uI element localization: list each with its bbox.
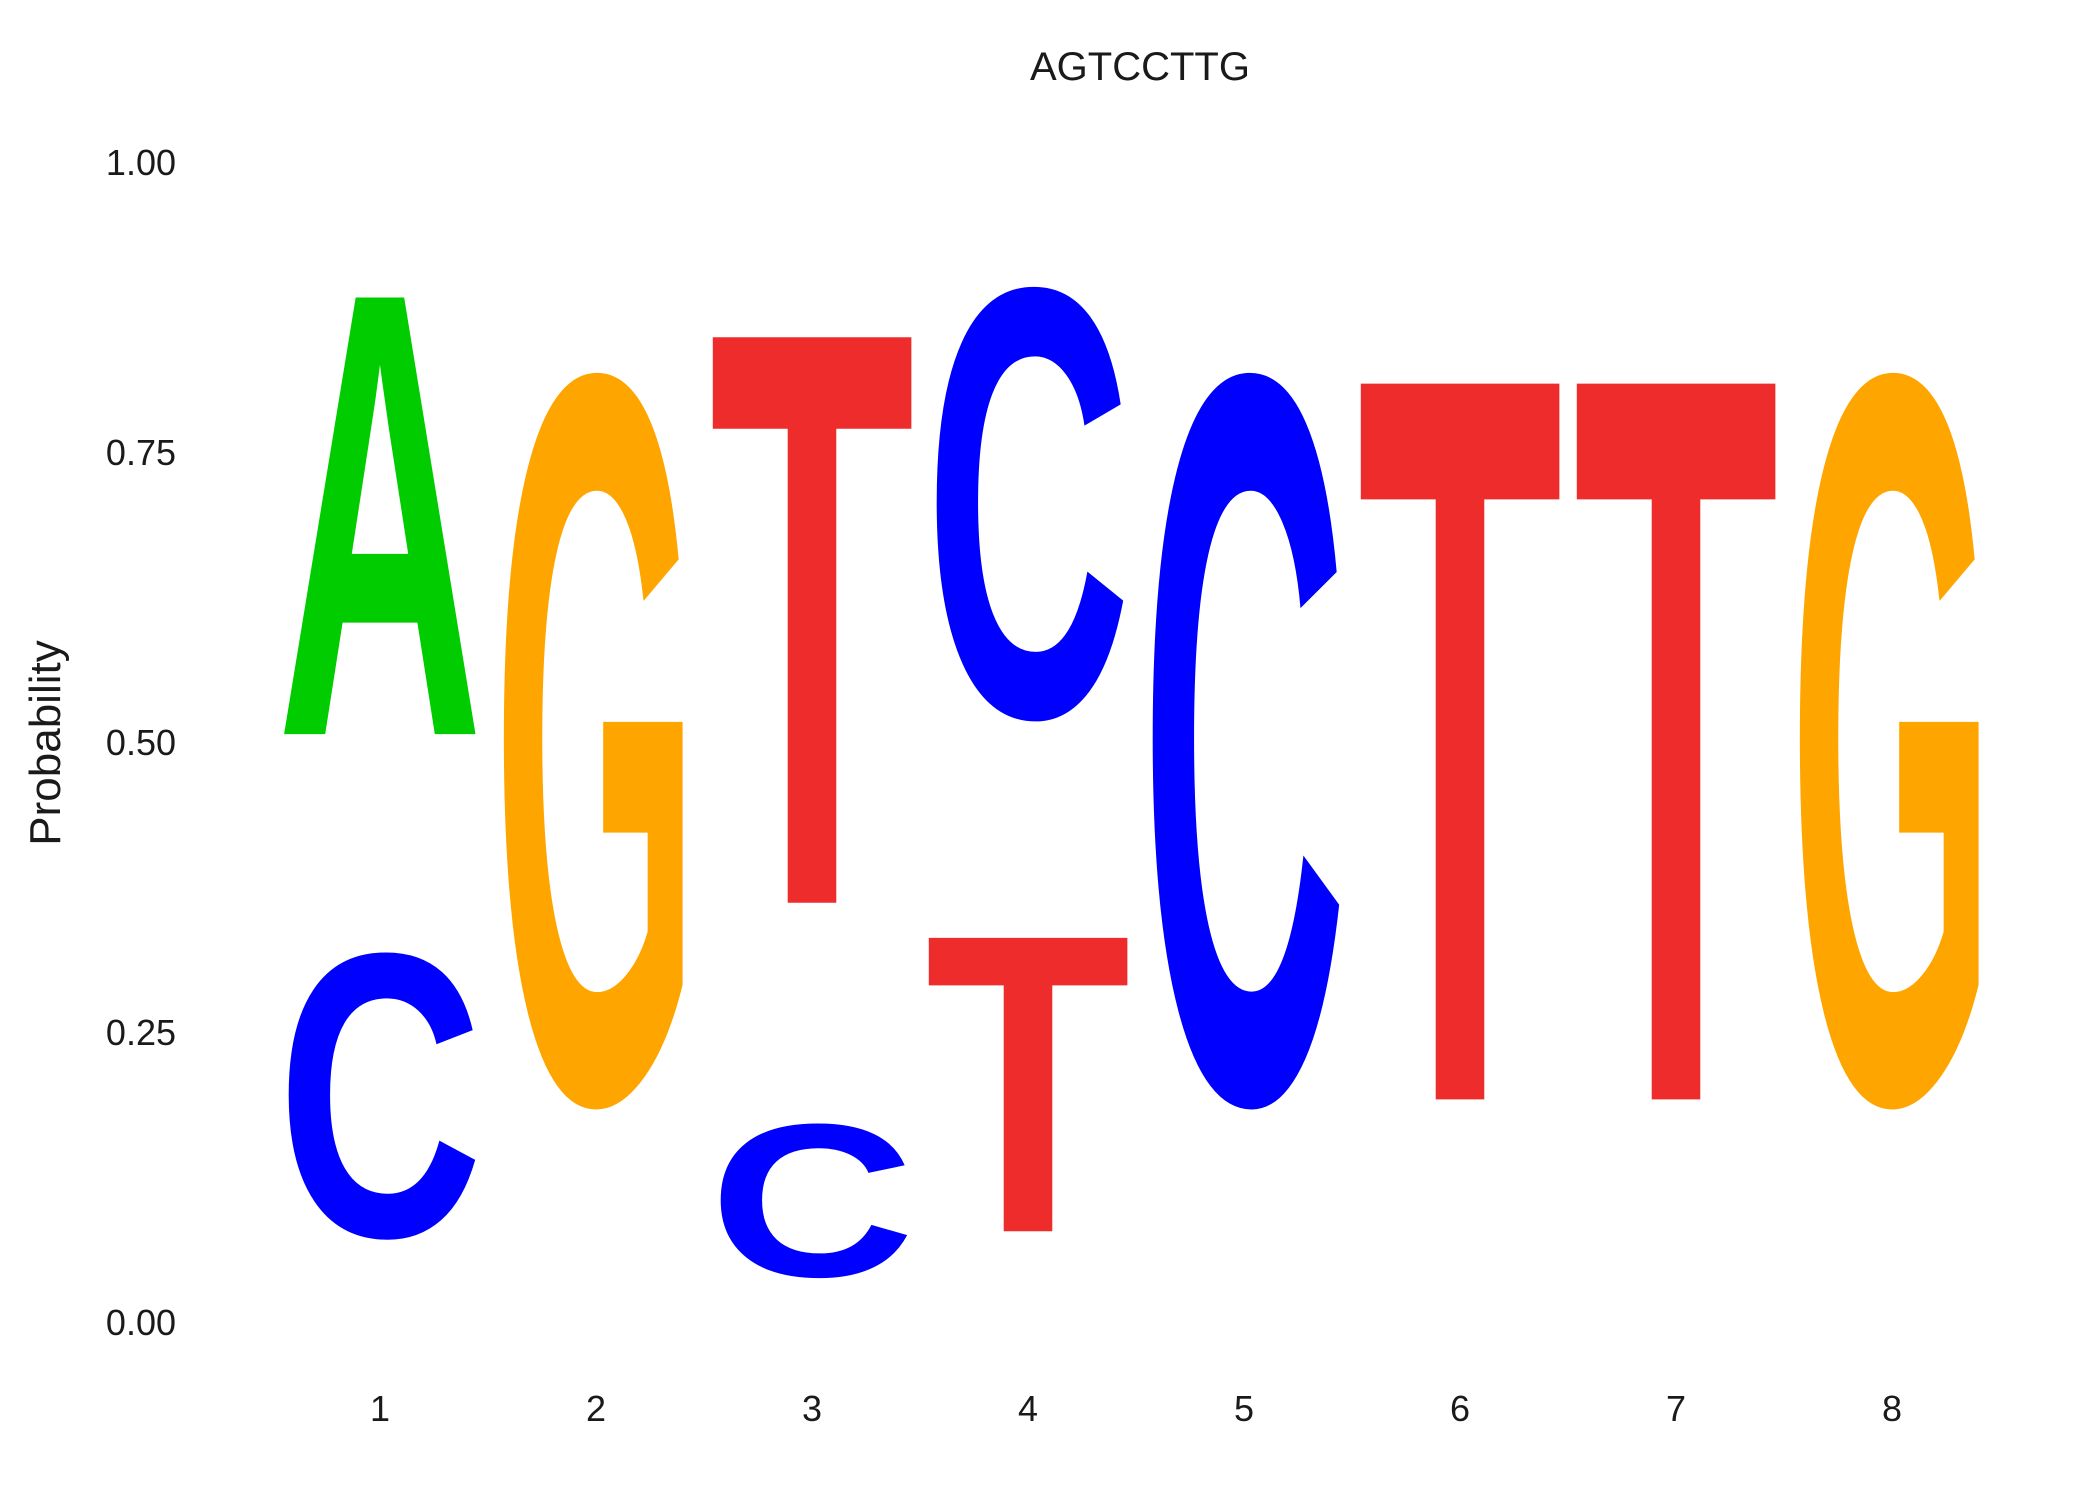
y-tick-label: 0.25 bbox=[106, 1012, 176, 1053]
logo-letter-G: G bbox=[493, 158, 699, 1320]
logo-letter-T: T bbox=[925, 846, 1131, 1322]
x-tick-label: 5 bbox=[1234, 1388, 1254, 1429]
x-tick-label: 8 bbox=[1882, 1388, 1902, 1429]
y-tick-label: 1.00 bbox=[106, 142, 176, 183]
logo-letter-T: T bbox=[1573, 158, 1779, 1320]
x-tick-label: 4 bbox=[1018, 1388, 1038, 1429]
x-axis-ticks: 1 2 3 4 5 6 7 8 bbox=[370, 1388, 1902, 1429]
y-axis-ticks: 0.00 0.25 0.50 0.75 1.00 bbox=[106, 142, 176, 1343]
x-tick-label: 3 bbox=[802, 1388, 822, 1429]
x-tick-label: 2 bbox=[586, 1388, 606, 1429]
y-tick-label: 0.00 bbox=[106, 1302, 176, 1343]
logo-letter-C: C bbox=[1141, 157, 1347, 1320]
logo-letter-T: T bbox=[1357, 158, 1563, 1320]
y-tick-label: 0.50 bbox=[106, 722, 176, 763]
x-tick-label: 6 bbox=[1450, 1388, 1470, 1429]
logo-letter-A: A bbox=[277, 161, 483, 869]
x-tick-label: 7 bbox=[1666, 1388, 1686, 1429]
x-tick-label: 1 bbox=[370, 1388, 390, 1429]
chart-title: AGTCCTTG bbox=[1030, 45, 1250, 89]
y-tick-label: 0.75 bbox=[106, 432, 176, 473]
y-axis-label: Probability bbox=[21, 640, 70, 845]
logo-letter-C: C bbox=[709, 1078, 915, 1322]
logo-letter-C: C bbox=[925, 161, 1131, 846]
logo-letter-G: G bbox=[1789, 158, 1995, 1320]
logo-letter-C: C bbox=[277, 870, 483, 1322]
logo-letter-T: T bbox=[709, 160, 915, 1078]
